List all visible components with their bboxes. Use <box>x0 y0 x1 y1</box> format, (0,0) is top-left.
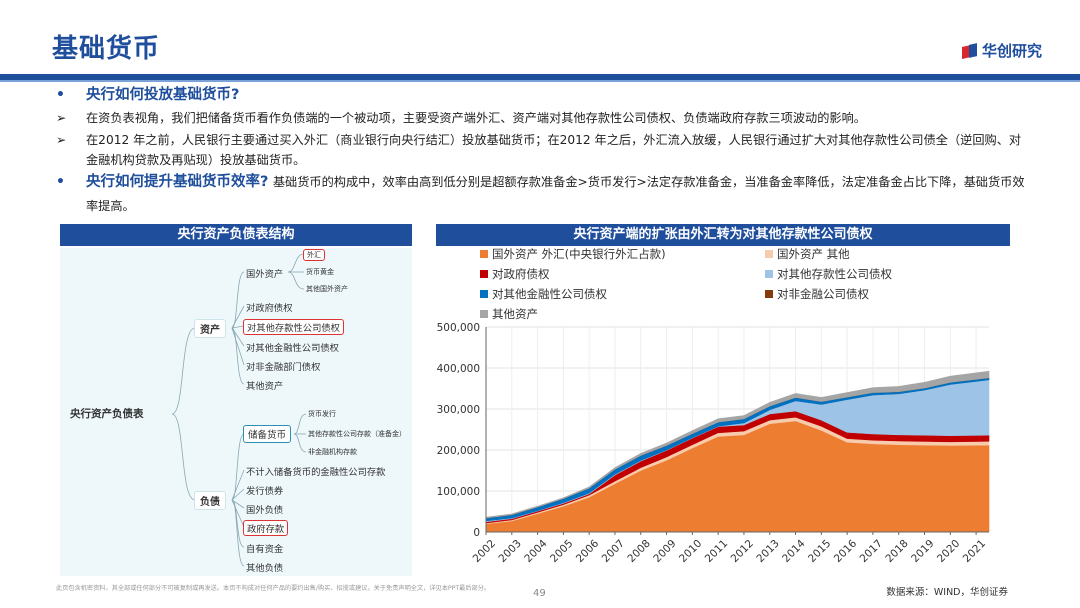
bullet-sub-1: ➢ 在资负表视角，我们把储备货币看作负债端的一个被动项，主要受资产端外汇、资产端… <box>52 108 1032 128</box>
legend-item: 对政府债权 <box>480 266 550 282</box>
reserve-child: 其他存款性公司存款（准备金） <box>308 430 406 438</box>
fx-node: 外汇 <box>303 249 325 261</box>
reserve-child: 非金融机构存款 <box>308 448 357 456</box>
left-panel-header: 央行资产负债表结构 <box>60 224 412 246</box>
x-tick-label: 2018 <box>883 538 910 565</box>
liability-item: 其他负债 <box>246 563 284 574</box>
logo-icon <box>961 42 978 59</box>
legend-swatch <box>480 290 488 298</box>
x-tick-label: 2006 <box>574 537 602 565</box>
legend-label: 对其他金融性公司债权 <box>492 287 607 301</box>
bullet-marker: • <box>56 174 65 190</box>
x-tick-label: 2015 <box>806 538 833 565</box>
mindmap-connectors <box>171 253 307 567</box>
liability-item-highlight: 政府存款 <box>243 520 289 536</box>
legend-label: 其他资产 <box>492 307 538 321</box>
assets-node: 资产 <box>194 319 226 338</box>
bullet-text: 在资负表视角，我们把储备货币看作负债端的一个被动项，主要受资产端外汇、资产端对其… <box>86 111 866 125</box>
bullet-sub-2: ➢ 在2012 年之前，人民银行主要通过买入外汇（商业银行向央行结汇）投放基础货… <box>52 130 1032 170</box>
bullet-list: • 央行如何投放基础货币? ➢ 在资负表视角，我们把储备货币看作负债端的一个被动… <box>52 84 1032 218</box>
other-foreign-node: 其他国外资产 <box>306 285 348 293</box>
legend-label: 对政府债权 <box>492 267 550 281</box>
arrow-marker: ➢ <box>56 133 67 147</box>
x-tick-label: 2007 <box>600 538 627 565</box>
x-tick-label: 2011 <box>703 538 730 565</box>
legend-item: 对非金融公司债权 <box>765 286 869 302</box>
asset-item: 对政府债权 <box>246 303 293 314</box>
y-tick-label: 400,000 <box>437 363 480 375</box>
data-source: 数据来源：WIND，华创证券 <box>886 587 1008 598</box>
legend-swatch <box>480 310 488 318</box>
question-text: 央行如何提升基础货币效率? <box>86 174 269 190</box>
legend-swatch <box>765 270 773 278</box>
legend-item: 国外资产 其他 <box>765 246 850 262</box>
question-text: 央行如何投放基础货币? <box>86 87 240 103</box>
legend-label: 对其他存款性公司债权 <box>777 267 892 281</box>
y-tick-label: 300,000 <box>437 404 480 416</box>
brand-name: 华创研究 <box>981 42 1042 60</box>
area-series <box>485 370 990 519</box>
chart-plot: 0 100,000 200,000 300,000 400,000 500,000 2002… <box>437 322 990 565</box>
liability-item: 国外负债 <box>246 505 284 516</box>
x-tick-label: 2019 <box>909 538 936 565</box>
disclaimer: 此页包含机密资料，其全部或任何部分不可被复制或再发送。本页不构成对任何产品的要约… <box>56 585 491 592</box>
legend-swatch <box>480 270 488 278</box>
bullet-question-2: • 央行如何提升基础货币效率? 基础货币的构成中，效率由高到低分别是超额存款准备… <box>52 170 1032 218</box>
bullet-marker: • <box>56 87 65 103</box>
liability-item: 发行债券 <box>246 486 284 497</box>
x-tick-label: 2020 <box>935 538 962 565</box>
y-tick-label: 100,000 <box>437 486 480 498</box>
asset-item: 其他资产 <box>246 381 284 392</box>
bullet-text: 在2012 年之前，人民银行主要通过买入外汇（商业银行向央行结汇）投放基础货币；… <box>86 133 1022 167</box>
liabilities-node: 负债 <box>194 491 226 510</box>
x-tick-label: 2014 <box>780 537 808 565</box>
page-number: 49 <box>533 588 546 599</box>
bullet-text: 基础货币的构成中，效率由高到低分别是超额存款准备金>货币发行>法定存款准备金，当… <box>86 175 1025 213</box>
gold-node: 货币黄金 <box>306 268 334 276</box>
legend-swatch <box>765 250 773 258</box>
liability-item: 自有资金 <box>246 544 284 555</box>
brand-logo: 华创研究 <box>961 40 1042 61</box>
legend-item: 对其他金融性公司债权 <box>480 286 607 302</box>
x-tick-label: 2013 <box>754 538 781 565</box>
stacked-area-chart: 国外资产 外汇(中央银行外汇占款) 国外资产 其他 对政府债权 对其他存款性公司… <box>436 244 1026 588</box>
asset-item: 对非金融部门债权 <box>246 362 321 373</box>
legend-label: 对非金融公司债权 <box>777 287 869 301</box>
arrow-marker: ➢ <box>56 111 67 125</box>
legend-label: 国外资产 外汇(中央银行外汇占款) <box>492 247 666 261</box>
x-tick-label: 2008 <box>625 538 652 565</box>
x-tick-label: 2012 <box>729 538 756 565</box>
x-tick-label: 2004 <box>522 537 550 565</box>
x-tick-label: 2017 <box>858 538 885 565</box>
asset-item-highlight: 对其他存款性公司债权 <box>243 319 344 335</box>
x-tick-label: 2016 <box>832 537 860 565</box>
right-panel-header: 央行资产端的扩张由外汇转为对其他存款性公司债权 <box>436 224 1010 246</box>
legend-item: 国外资产 外汇(中央银行外汇占款) <box>480 246 666 262</box>
x-tick-label: 2002 <box>471 538 498 565</box>
x-tick-label: 2021 <box>961 538 988 565</box>
x-tick-label: 2010 <box>677 538 704 565</box>
asset-item: 对其他金融性公司债权 <box>246 343 339 354</box>
x-tick-label: 2003 <box>496 538 523 565</box>
foreign-assets-node: 国外资产 <box>246 269 284 280</box>
liability-item: 不计入储备货币的金融性公司存款 <box>246 467 386 478</box>
legend-item: 对其他存款性公司债权 <box>765 266 892 282</box>
legend-swatch <box>765 290 773 298</box>
balance-sheet-mindmap: 央行资产负债表 资产 国外资产 外汇 货币黄金 其他国外资产 对政府债权 对其他… <box>60 248 412 576</box>
reserve-child: 货币发行 <box>308 410 336 418</box>
bullet-question-1: • 央行如何投放基础货币? <box>52 84 1032 106</box>
legend-label: 国外资产 其他 <box>777 247 850 261</box>
y-tick-label: 200,000 <box>437 445 480 457</box>
x-tick-label: 2009 <box>651 538 678 565</box>
legend-swatch <box>480 250 488 258</box>
header-divider <box>0 74 1080 82</box>
y-tick-label: 0 <box>473 527 480 539</box>
reserve-money-node: 储备货币 <box>243 425 292 443</box>
legend-item: 其他资产 <box>480 306 538 322</box>
y-tick-label: 500,000 <box>437 322 480 334</box>
mindmap-root: 央行资产负债表 <box>70 408 144 420</box>
x-tick-label: 2005 <box>548 538 575 565</box>
page-title: 基础货币 <box>52 34 161 64</box>
